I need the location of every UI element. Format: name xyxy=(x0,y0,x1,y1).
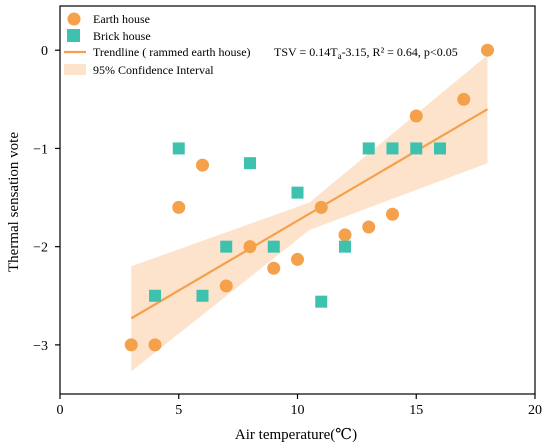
x-tick-label: 10 xyxy=(291,403,305,418)
x-tick-label: 5 xyxy=(175,403,182,418)
legend-brick-house-marker xyxy=(67,29,80,42)
y-tick-label: −3 xyxy=(33,339,48,354)
legend-brick-house-label: Brick house xyxy=(93,29,151,43)
earth-house-point xyxy=(314,200,328,214)
brick-house-point xyxy=(386,142,399,155)
points-layer xyxy=(124,43,494,352)
brick-house-point xyxy=(244,157,256,170)
legend-earth-house-label: Earth house xyxy=(93,12,150,26)
brick-house-point xyxy=(220,240,233,253)
y-tick-label: 0 xyxy=(41,44,48,59)
brick-house-point xyxy=(196,289,209,302)
brick-house-point xyxy=(339,240,351,253)
earth-house-point xyxy=(481,43,494,57)
earth-house-point xyxy=(386,207,399,221)
earth-house-point xyxy=(338,228,352,242)
earth-house-point xyxy=(172,200,186,214)
earth-house-point xyxy=(148,338,162,352)
y-tick-label: −1 xyxy=(33,142,48,157)
earth-house-point xyxy=(267,261,281,275)
x-tick-label: 20 xyxy=(528,403,542,418)
brick-house-point xyxy=(267,240,280,253)
x-axis-title: Air temperature(℃) xyxy=(235,427,357,443)
earth-house-point xyxy=(243,240,257,254)
legend-trendline-label: Trendline ( rammed earth house) xyxy=(93,45,251,59)
brick-house-point xyxy=(434,142,446,155)
y-axis-title: Thermal sensation vote xyxy=(6,132,22,272)
x-tick-label: 15 xyxy=(409,403,423,418)
earth-house-point xyxy=(124,338,138,352)
axes-layer: 0 5 10 15 20 0 −1 −2 −3 xyxy=(33,5,542,418)
legend-earth-house-marker xyxy=(67,12,81,26)
earth-house-point xyxy=(291,252,304,266)
x-tick-label: 0 xyxy=(57,403,64,418)
legend-ci-marker xyxy=(64,64,86,75)
earth-house-point xyxy=(409,109,423,123)
brick-house-point xyxy=(315,295,328,308)
earth-house-point xyxy=(457,92,471,106)
trendline-layer xyxy=(130,108,489,320)
brick-house-point xyxy=(362,142,375,155)
regression-equation: TSV = 0.14Ta-3.15, R² = 0.64, p<0.05 xyxy=(274,45,458,61)
legend-ci-label: 95% Confidence Interval xyxy=(93,63,214,77)
earth-house-point xyxy=(219,279,233,293)
brick-house-point xyxy=(172,142,185,155)
brick-house-point xyxy=(410,142,423,155)
y-tick-label: −2 xyxy=(33,241,48,256)
earth-house-point xyxy=(196,158,209,172)
trendline xyxy=(130,108,489,320)
earth-house-point xyxy=(362,220,376,234)
brick-house-point xyxy=(149,289,161,302)
brick-house-point xyxy=(291,186,304,199)
legend: Earth house Brick house Trendline ( ramm… xyxy=(64,12,458,77)
